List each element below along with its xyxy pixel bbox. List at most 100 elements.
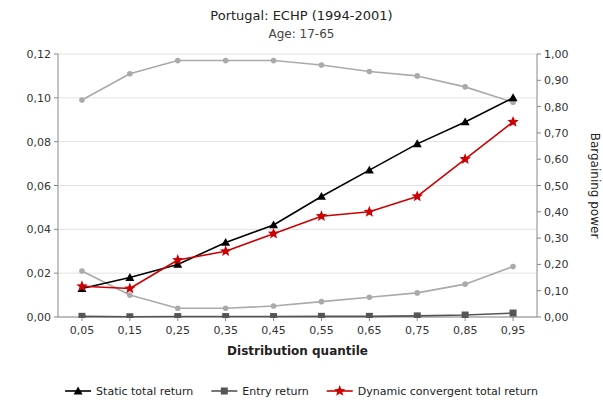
y-tick (54, 54, 58, 55)
legend-label: Static total return (96, 385, 193, 398)
y-tick-label: 0,02 (27, 267, 52, 280)
point (414, 312, 421, 318)
legend-item: Static total return (65, 385, 193, 398)
series (76, 116, 519, 293)
point (367, 294, 373, 300)
series (79, 264, 516, 311)
point (269, 220, 278, 228)
x-tick-label: 0,75 (405, 324, 430, 337)
legend-item: Entry return (211, 385, 308, 398)
y2-tick-label: 0,70 (544, 127, 569, 140)
y2-tick (537, 132, 541, 133)
point (220, 245, 231, 256)
y2-tick (537, 211, 541, 212)
legend: Static total return Entry return Dynamic c… (65, 385, 538, 398)
legend-marker (221, 388, 228, 395)
point (319, 62, 325, 68)
point (412, 190, 423, 201)
point (172, 254, 183, 265)
point (222, 313, 229, 318)
grid-line (58, 185, 537, 186)
point (510, 264, 516, 270)
x-tick-label: 0,85 (453, 324, 478, 337)
x-tick-label: 0,15 (118, 324, 143, 337)
y-tick (54, 141, 58, 142)
point (124, 283, 135, 294)
line (82, 122, 513, 289)
y-tick-label: 0,00 (27, 311, 52, 324)
y2-tick-label: 1,00 (544, 48, 569, 61)
point (271, 303, 277, 309)
axes: 0,05 0,15 0,25 0,35 0,45 0,55 0,65 0,75 0,85 0,95… (27, 48, 569, 337)
y2-tick-label: 0,60 (544, 153, 569, 166)
point (76, 280, 87, 291)
point (365, 166, 374, 174)
point (414, 73, 420, 79)
point (271, 58, 277, 64)
y-tick (54, 97, 58, 98)
line (82, 98, 513, 289)
y-tick-label: 0,04 (27, 223, 52, 236)
point (126, 313, 133, 318)
series (77, 93, 517, 292)
y2-tick (537, 290, 541, 291)
point (270, 313, 277, 318)
x-tick-label: 0,95 (501, 324, 526, 337)
point (223, 58, 229, 64)
y2-tick (537, 317, 541, 318)
x-tick-label: 0,35 (213, 324, 238, 337)
point (127, 292, 133, 298)
point (79, 97, 85, 103)
y2-tick-label: 0,20 (544, 258, 569, 271)
x-tick-label: 0,25 (166, 324, 191, 337)
point (316, 210, 327, 221)
y2-tick (537, 264, 541, 265)
x-tick-label: 0,65 (357, 324, 382, 337)
point (462, 84, 468, 90)
point (317, 192, 326, 200)
point (462, 281, 468, 287)
y2-tick-label: 0,50 (544, 180, 569, 193)
y2-tick (537, 80, 541, 81)
y2-tick (537, 159, 541, 160)
y-tick (54, 229, 58, 230)
point (413, 139, 422, 147)
point (366, 313, 373, 318)
title: Portugal: ECHP (1994-2001) (210, 8, 392, 23)
point (367, 69, 373, 75)
x-tick-label: 0,55 (309, 324, 334, 337)
legend-label: Dynamic convergent total return (358, 385, 538, 398)
grid-line (58, 141, 537, 142)
subtitle: Age: 17-65 (269, 27, 335, 41)
point (364, 206, 375, 217)
y2-tick-label: 0,00 (544, 311, 569, 324)
grid (58, 54, 537, 317)
point (127, 71, 133, 77)
y2-tick (537, 185, 541, 186)
y-tick (54, 185, 58, 186)
point (462, 312, 469, 318)
y-tick-label: 0,10 (27, 92, 52, 105)
line (82, 61, 513, 103)
y-tick (54, 317, 58, 318)
grid-line (58, 54, 537, 55)
y2-tick (537, 106, 541, 107)
x-tick-label: 0,05 (70, 324, 95, 337)
y-tick-label: 0,06 (27, 180, 52, 193)
point (459, 153, 470, 164)
point (223, 305, 229, 311)
legend-marker (334, 385, 345, 396)
grid-line (58, 97, 537, 98)
point (221, 238, 230, 246)
y2-axis-label: Bargaining power (588, 133, 602, 239)
x-tick-label: 0,45 (261, 324, 286, 337)
y-tick-label: 0,12 (27, 48, 52, 61)
point (268, 228, 279, 239)
point (78, 313, 85, 318)
series (78, 310, 516, 318)
point (414, 290, 420, 296)
y2-tick (537, 238, 541, 239)
chart: Portugal: ECHP (1994-2001) Age: 17-65 0,05… (0, 0, 603, 413)
y-tick (54, 273, 58, 274)
y2-tick-label: 0,80 (544, 101, 569, 114)
